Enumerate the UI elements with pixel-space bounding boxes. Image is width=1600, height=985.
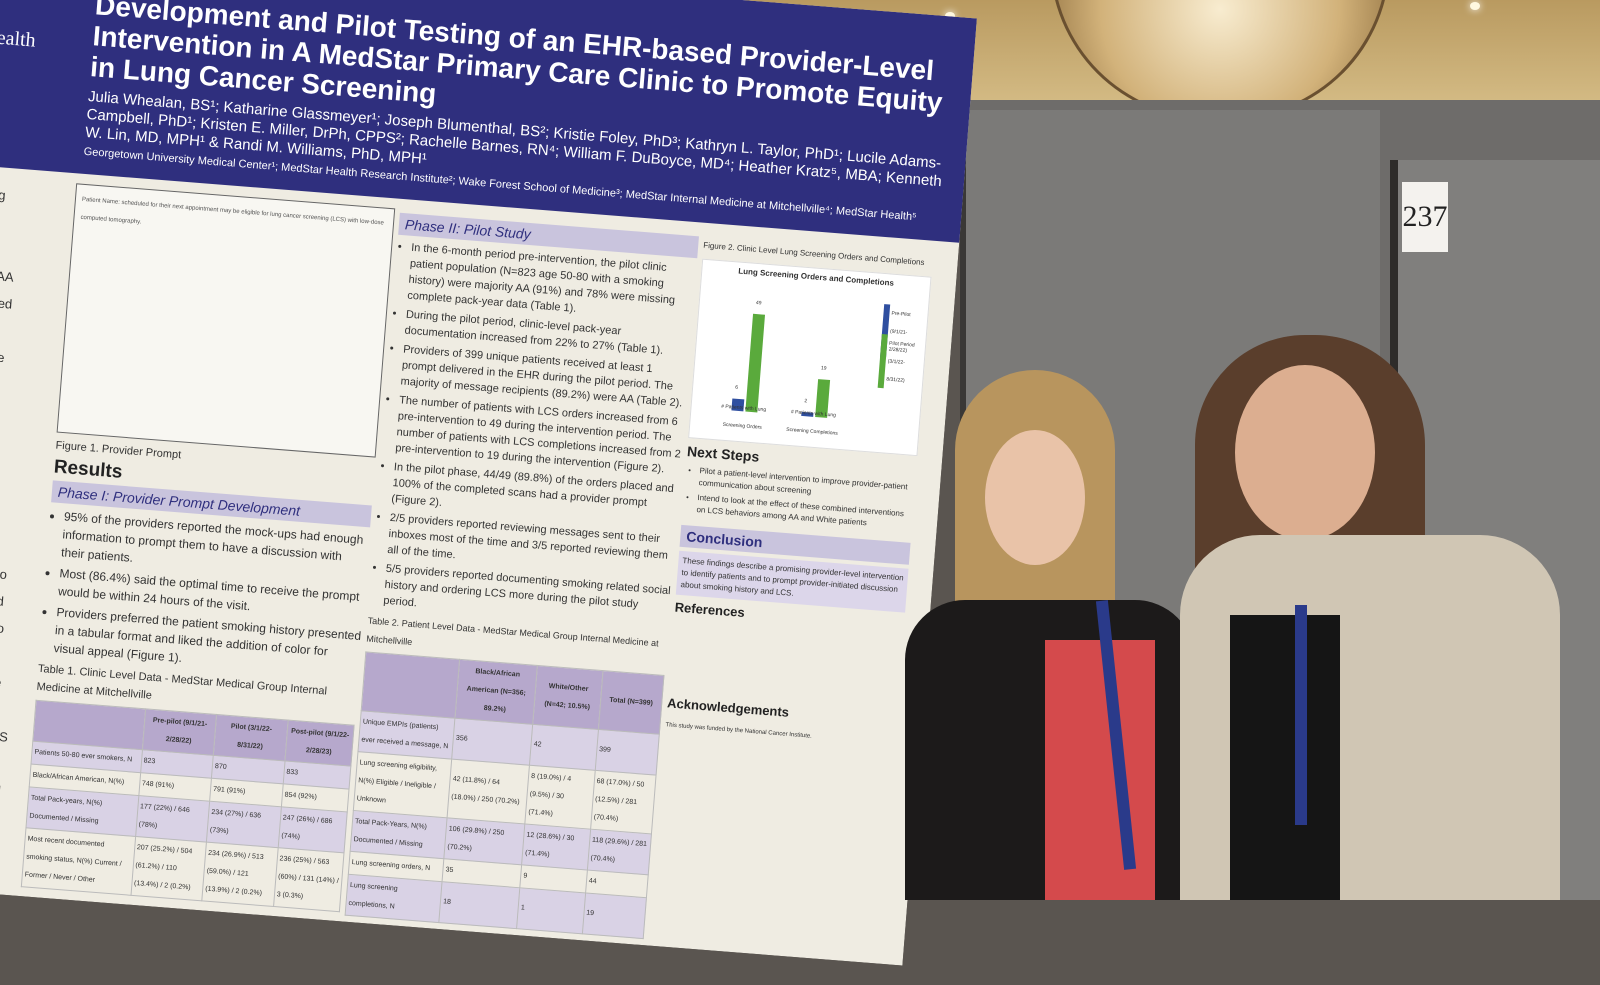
bar-value-label: 19 bbox=[820, 365, 827, 372]
table-cell: 356 bbox=[452, 718, 533, 765]
bar-value-label: 6 bbox=[734, 384, 739, 391]
table-cell: 18 bbox=[439, 882, 520, 929]
person-left bbox=[900, 370, 1200, 900]
chart-category-label: # Patients with Lung Screening Orders bbox=[720, 403, 767, 431]
table-cell: 234 (27%) / 636 (73%) bbox=[206, 801, 281, 847]
research-poster: Health Development and Pilot Testing of … bbox=[0, 0, 977, 966]
table-cell: 399 bbox=[595, 729, 659, 775]
table-cell: 68 (17.0%) / 50 (12.5%) / 281 (70.4%) bbox=[590, 770, 656, 834]
face bbox=[1235, 365, 1375, 540]
references-list bbox=[668, 621, 903, 709]
table-cell: 177 (22%) / 646 (78%) bbox=[135, 796, 209, 842]
table-header: Post-pilot (9/1/22-2/28/23) bbox=[285, 720, 354, 766]
table-header: White/Other (N=42; 10.5%) bbox=[533, 665, 603, 729]
left-fragment: encourage LCS bbox=[0, 727, 9, 745]
results-column: Patient Name: scheduled for their next a… bbox=[19, 183, 395, 938]
table-header: Total (N=399) bbox=[598, 671, 664, 735]
table-cell: Most recent documented smoking status, N… bbox=[21, 828, 135, 895]
table-header: Black/African American (N=356; 89.2%) bbox=[455, 659, 537, 724]
table-cell: 118 (29.6%) / 281 (70.4%) bbox=[587, 829, 651, 875]
ceiling-light bbox=[945, 12, 955, 20]
left-fragment: shadowing to bbox=[0, 566, 8, 583]
table-cell: 106 (29.8%) / 250 (70.2%) bbox=[444, 818, 525, 865]
left-fragment: nic before bbox=[0, 347, 5, 366]
left-fragment: est lung bbox=[0, 185, 7, 203]
table-cell: 234 (26.9%) / 513 (59.0%) / 121 (13.9%) … bbox=[202, 842, 278, 906]
blouse bbox=[1045, 640, 1155, 900]
left-fragment: Care Clinic to bbox=[0, 620, 5, 636]
table-cell: 207 (25.2%) / 504 (61.2%) / 110 (13.4%) … bbox=[131, 836, 207, 900]
left-fragment: the prompt and bbox=[0, 776, 1, 798]
bar-value-label: 49 bbox=[755, 300, 762, 307]
provider-prompt-figure: Patient Name: scheduled for their next a… bbox=[57, 183, 396, 457]
table-cell: 12 (28.6%) / 30 (71.4%) bbox=[522, 824, 591, 870]
table-header bbox=[361, 652, 459, 718]
left-fragment: y patients, we bbox=[0, 669, 2, 690]
left-fragment: among AA bbox=[0, 268, 15, 285]
chart-category-label: # Patients with Lung Screening Completio… bbox=[785, 409, 838, 437]
table-cell: 236 (25%) / 563 (60%) / 131 (14%) / 3 (0… bbox=[273, 848, 344, 912]
table-cell: Lung screening eligibility, N(%) Eligibl… bbox=[353, 752, 451, 818]
left-fragment: er-initiated bbox=[0, 291, 13, 312]
table-cell: 8 (19.0%) / 4 (9.5%) / 30 (71.4%) bbox=[525, 765, 595, 829]
face bbox=[985, 430, 1085, 565]
table-cell: Lung screening completions, N bbox=[345, 874, 442, 922]
right-column: Figure 2. Clinic Level Lung Screening Or… bbox=[665, 233, 934, 752]
table2: Black/African American (N=356; 89.2%) Whi… bbox=[345, 651, 665, 939]
board-number: 237 bbox=[1402, 182, 1448, 252]
table-cell: Unique EMPIs (patients) ever received a … bbox=[358, 711, 455, 759]
top bbox=[1230, 615, 1340, 900]
table-header: Pre-pilot (9/1/21-2/28/22) bbox=[142, 709, 216, 755]
person-right bbox=[1180, 335, 1560, 900]
table1: Pre-pilot (9/1/21-2/28/22) Pilot (3/1/22-… bbox=[21, 700, 355, 913]
table-header: Pilot (3/1/22-8/31/22) bbox=[213, 714, 288, 760]
table-cell: 1 bbox=[517, 888, 586, 934]
left-fragment: 11 visits) and bbox=[0, 592, 5, 609]
phase1-bullets: 95% of the providers reported the mock-u… bbox=[39, 506, 370, 681]
ceiling-light bbox=[1470, 2, 1480, 10]
lanyard bbox=[1295, 605, 1307, 825]
table-cell: 42 bbox=[530, 724, 599, 770]
phase2-column: Phase II: Pilot Study In the 6-month per… bbox=[343, 209, 700, 965]
table-cell: 247 (26%) / 686 (74%) bbox=[278, 807, 347, 853]
phase2-bullets: In the 6-month period pre-intervention, … bbox=[369, 239, 697, 631]
table-cell: Total Pack-Years, N(%) Documented / Miss… bbox=[350, 810, 447, 858]
table-cell: 42 (11.8%) / 64 (18.0%) / 250 (70.2%) bbox=[447, 759, 529, 824]
chart-bar bbox=[745, 314, 765, 413]
